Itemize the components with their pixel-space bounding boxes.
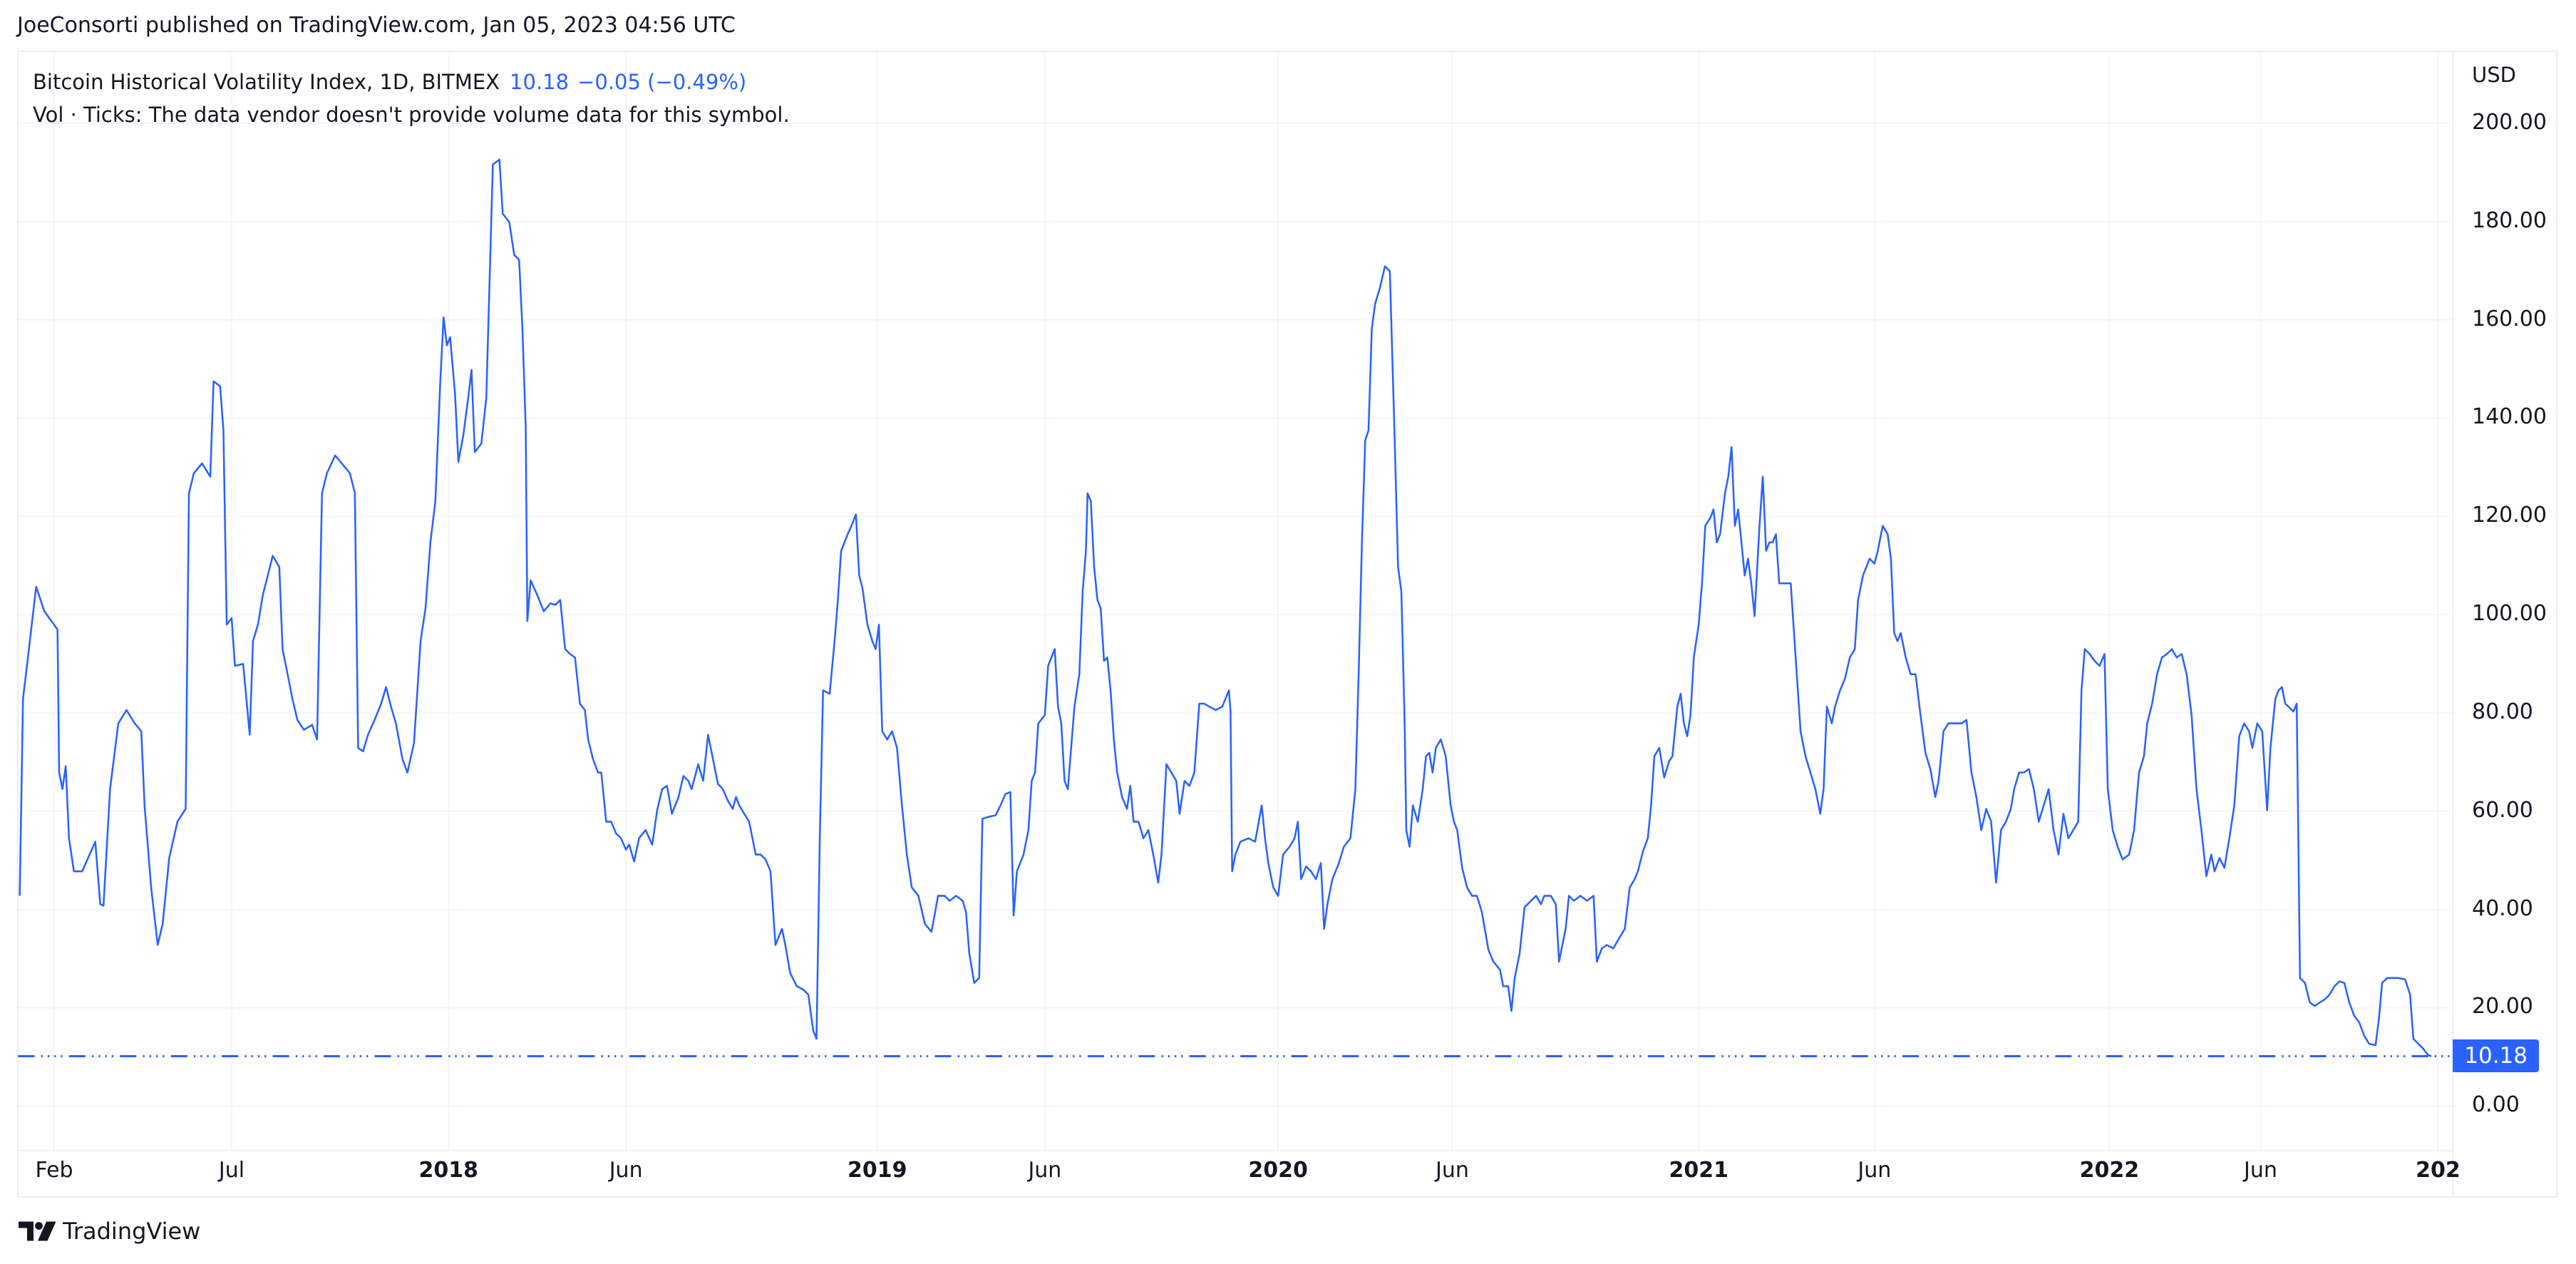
logo-text: TradingView	[63, 1218, 201, 1245]
time-tick-label: 2019	[847, 1158, 907, 1183]
publisher-line: JoeConsorti published on TradingView.com…	[17, 13, 736, 38]
time-tick-label: 2018	[418, 1158, 478, 1183]
price-tick-label: 160.00	[2472, 306, 2547, 332]
time-tick-label: Jun	[1436, 1158, 1469, 1183]
price-tick-label: 200.00	[2472, 109, 2547, 135]
price-tick-label: 180.00	[2472, 207, 2547, 233]
time-tick-label: 2021	[1669, 1158, 1729, 1183]
time-tick-label: Jun	[2244, 1158, 2277, 1183]
time-tick-label: 2022	[2079, 1158, 2140, 1183]
grid-lines	[18, 52, 2454, 1198]
time-tick-label: Jul	[218, 1158, 245, 1183]
volatility-line	[19, 158, 2432, 1057]
time-tick-label: Jun	[609, 1158, 643, 1183]
time-tick-label: Feb	[35, 1158, 73, 1183]
price-tick-label: 120.00	[2472, 503, 2547, 528]
time-tick-label: 2020	[1248, 1158, 1308, 1183]
symbol-title[interactable]: Bitcoin Historical Volatility Index, 1D,…	[33, 70, 500, 94]
price-change: −0.05 (−0.49%)	[577, 70, 747, 94]
currency-label: USD	[2472, 63, 2516, 87]
price-tick-label: 100.00	[2472, 601, 2547, 626]
last-value-badge: 10.18	[2453, 1039, 2539, 1072]
time-tick-label: Jun	[1858, 1158, 1892, 1183]
time-tick-label: Jun	[1028, 1158, 1062, 1183]
price-tick-label: 80.00	[2472, 699, 2533, 724]
chart-legend: Bitcoin Historical Volatility Index, 1D,…	[33, 66, 790, 131]
tradingview-logo[interactable]: TradingView	[19, 1218, 200, 1245]
time-tick-label: 202	[2416, 1158, 2461, 1183]
chart-frame	[17, 51, 2557, 1198]
last-price: 10.18	[510, 70, 570, 94]
price-tick-label: 60.00	[2472, 797, 2533, 823]
tradingview-logo-icon	[19, 1221, 56, 1241]
price-tick-label: 20.00	[2472, 994, 2533, 1019]
price-tick-label: 40.00	[2472, 895, 2533, 921]
price-tick-label: 0.00	[2472, 1092, 2520, 1118]
volume-note: Vol · Ticks: The data vendor doesn't pro…	[33, 103, 790, 127]
price-tick-label: 140.00	[2472, 404, 2547, 430]
